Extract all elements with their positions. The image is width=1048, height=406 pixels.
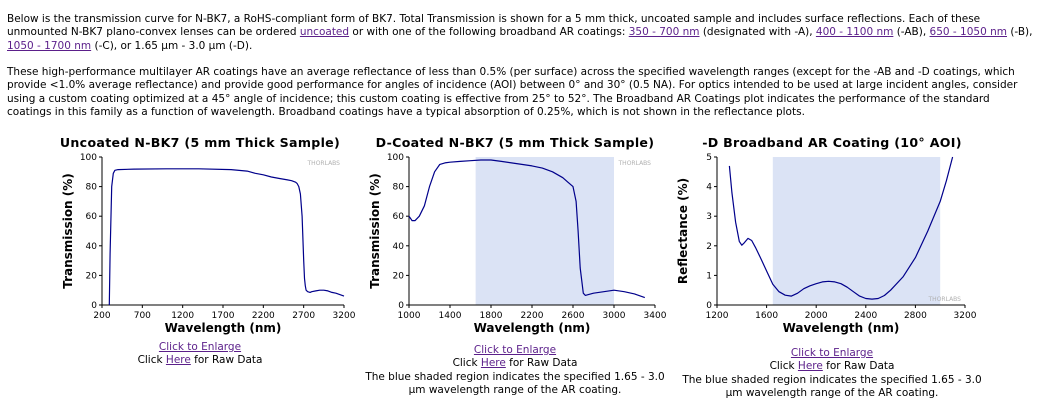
y-axis-label: Transmission (%) [368, 173, 382, 289]
x-tick-label: 2200 [521, 311, 544, 321]
enlarge-link[interactable]: Click to Enlarge [473, 344, 557, 356]
shaded-region [475, 157, 614, 305]
chart-d-broadband-reflectance[interactable]: THORLABS 0 1 2 3 4 5 1200 1600 2000 2400 2800 3200 Wa… [676, 135, 988, 335]
y-tick-label: 4 [706, 183, 712, 193]
shaded-region-note: The blue shaded region indicates the spe… [682, 373, 982, 399]
intro-text: (designated with -A), [699, 26, 816, 39]
x-tick-label: 3400 [644, 311, 667, 321]
intro-text: (-B), [1006, 26, 1033, 39]
x-tick-label: 700 [134, 311, 151, 321]
intro-text: Below is the transmission curve for N-BK… [7, 13, 981, 39]
x-tick-label: 1000 [398, 311, 421, 321]
series-line [408, 159, 646, 299]
x-tick-label: 1800 [480, 311, 503, 321]
x-tick-label: 3000 [603, 311, 626, 321]
y-tick-label: 100 [387, 153, 404, 163]
watermark-logo: THORLABS [618, 160, 652, 167]
series-line [108, 168, 345, 306]
x-tick-label: 200 [93, 311, 110, 321]
y-tick-label: 20 [393, 271, 405, 281]
watermark-logo: THORLABS [928, 296, 962, 303]
raw-data-text: for Raw Data [190, 354, 263, 367]
shaded-region [772, 157, 941, 305]
intro-text: (-C), or 1.65 µm - 3.0 µm (-D). [91, 39, 253, 52]
chart-d-coated-transmission[interactable]: THORLABS 0 20 40 60 80 100 1000 1400 1800 2200 2600… [365, 135, 667, 335]
chart-title: Uncoated N-BK7 (5 mm Thick Sample) [59, 135, 341, 150]
chart-links: Click to Enlarge Click Here for Raw Data… [365, 344, 665, 397]
x-tick-label: 1200 [706, 311, 729, 321]
chart-links: Click to Enlarge Click Here for Raw Data [50, 341, 350, 368]
x-axis-label: Wavelength (nm) [165, 321, 282, 335]
x-tick-label: 2400 [854, 311, 877, 321]
x-tick-label: 2200 [252, 311, 275, 321]
chart-uncoated-transmission[interactable]: THORLABS 0 20 40 60 80 100 200 700 1200 1700 2200 27… [50, 135, 356, 335]
intro-paragraph-1: Below is the transmission curve for N-BK… [7, 13, 1037, 53]
shaded-region-note: The blue shaded region indicates the spe… [365, 370, 665, 396]
chart-title: D-Coated N-BK7 (5 mm Thick Sample) [375, 135, 655, 150]
x-tick-label: 3200 [954, 311, 977, 321]
y-tick-label: 1 [706, 271, 712, 281]
chart-title: -D Broadband AR Coating (10° AOI) [702, 135, 962, 150]
intro-text: (-AB), [893, 26, 930, 39]
y-tick-label: 80 [393, 183, 405, 193]
x-tick-label: 1600 [755, 311, 778, 321]
y-axis-label: Transmission (%) [61, 173, 75, 289]
chart-panel-d-coated: D-Coated N-BK7 (5 mm Thick Sample) THORL… [365, 135, 667, 405]
intro-paragraph-2: These high-performance multilayer AR coa… [7, 66, 1018, 119]
raw-data-text: Click [452, 357, 481, 370]
x-tick-label: 2700 [292, 311, 315, 321]
link-coating-400-1100[interactable]: 400 - 1100 nm [815, 26, 894, 39]
raw-data-link[interactable]: Here [165, 354, 191, 367]
x-tick-label: 2000 [805, 311, 828, 321]
x-tick-label: 1700 [212, 311, 235, 321]
x-axis-label: Wavelength (nm) [474, 321, 591, 335]
x-tick-label: 1200 [171, 311, 194, 321]
y-tick-label: 3 [706, 212, 712, 222]
y-tick-label: 40 [86, 242, 98, 252]
link-coating-1050-1700[interactable]: 1050 - 1700 nm [7, 39, 92, 52]
y-tick-label: 2 [706, 242, 712, 252]
enlarge-link[interactable]: Click to Enlarge [790, 347, 874, 359]
y-tick-label: 0 [398, 301, 404, 311]
plot-area [102, 157, 344, 305]
link-coating-650-1050[interactable]: 650 - 1050 nm [929, 26, 1007, 39]
y-tick-label: 60 [393, 212, 405, 222]
link-uncoated[interactable]: uncoated [299, 26, 350, 39]
y-tick-label: 60 [86, 212, 98, 222]
x-tick-label: 1400 [439, 311, 462, 321]
link-coating-350-700[interactable]: 350 - 700 nm [628, 26, 700, 39]
x-tick-label: 3200 [333, 311, 356, 321]
x-tick-label: 2800 [904, 311, 927, 321]
chart-links: Click to Enlarge Click Here for Raw Data… [676, 347, 988, 400]
raw-data-text: for Raw Data [822, 360, 895, 373]
y-axis-label: Reflectance (%) [676, 178, 690, 284]
raw-data-text: Click [769, 360, 798, 373]
chart-panel-uncoated: Uncoated N-BK7 (5 mm Thick Sample) THORL… [50, 135, 356, 375]
y-tick-label: 40 [393, 242, 405, 252]
series-line [728, 156, 954, 300]
y-tick-label: 80 [86, 183, 98, 193]
raw-data-text: Click [137, 354, 166, 367]
raw-data-text: for Raw Data [505, 357, 578, 370]
raw-data-link[interactable]: Here [797, 360, 823, 373]
x-tick-label: 2600 [562, 311, 585, 321]
intro-text: or with one of the following broadband A… [349, 26, 629, 39]
chart-panel-d-reflectance: -D Broadband AR Coating (10° AOI) THORLA… [676, 135, 988, 405]
raw-data-link[interactable]: Here [480, 357, 506, 370]
enlarge-link[interactable]: Click to Enlarge [158, 341, 242, 353]
y-tick-label: 0 [91, 301, 97, 311]
y-tick-label: 100 [80, 153, 97, 163]
y-tick-label: 5 [706, 153, 712, 163]
watermark-logo: THORLABS [307, 160, 341, 167]
y-tick-label: 0 [706, 301, 712, 311]
y-tick-label: 20 [86, 271, 98, 281]
x-axis-label: Wavelength (nm) [783, 321, 900, 335]
